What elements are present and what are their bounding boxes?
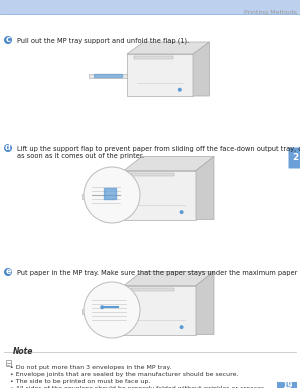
FancyBboxPatch shape — [131, 288, 174, 291]
FancyBboxPatch shape — [277, 382, 297, 388]
Text: • The side to be printed on must be face up.: • The side to be printed on must be face… — [10, 379, 150, 384]
Polygon shape — [82, 194, 124, 199]
Circle shape — [100, 305, 104, 309]
Polygon shape — [196, 156, 214, 220]
Polygon shape — [103, 188, 116, 199]
FancyBboxPatch shape — [124, 286, 196, 334]
FancyBboxPatch shape — [124, 170, 196, 220]
FancyBboxPatch shape — [127, 54, 193, 96]
FancyBboxPatch shape — [131, 173, 174, 176]
FancyBboxPatch shape — [289, 147, 300, 168]
Polygon shape — [88, 194, 118, 197]
Text: Printing Methods: Printing Methods — [244, 10, 297, 15]
FancyBboxPatch shape — [6, 360, 11, 366]
Circle shape — [84, 167, 140, 223]
Polygon shape — [88, 74, 127, 78]
Text: e: e — [5, 267, 11, 277]
Circle shape — [180, 210, 184, 214]
Circle shape — [4, 268, 12, 276]
Text: Put paper in the MP tray. Make sure that the paper stays under the maximum paper: Put paper in the MP tray. Make sure that… — [17, 270, 300, 277]
FancyBboxPatch shape — [134, 56, 173, 59]
Text: Note: Note — [13, 347, 33, 356]
Text: Pull out the MP tray support and unfold the flap (1).: Pull out the MP tray support and unfold … — [17, 38, 189, 45]
Text: d: d — [5, 144, 11, 152]
Polygon shape — [124, 156, 214, 170]
Text: • All sides of the envelope should be properly folded without wrinkles or crease: • All sides of the envelope should be pr… — [10, 386, 266, 388]
Polygon shape — [193, 42, 209, 96]
Polygon shape — [94, 74, 122, 77]
FancyBboxPatch shape — [0, 0, 300, 14]
Circle shape — [4, 36, 12, 44]
Text: 2: 2 — [292, 154, 298, 163]
Text: • Envelope joints that are sealed by the manufacturer should be secure.: • Envelope joints that are sealed by the… — [10, 372, 238, 377]
Polygon shape — [124, 272, 214, 286]
Text: c: c — [5, 35, 10, 45]
Polygon shape — [196, 272, 214, 334]
Text: Lift up the support flap to prevent paper from sliding off the face-down output : Lift up the support flap to prevent pape… — [17, 146, 300, 152]
Circle shape — [180, 325, 184, 329]
Circle shape — [84, 282, 140, 338]
Text: as soon as it comes out of the printer.: as soon as it comes out of the printer. — [17, 153, 144, 159]
Polygon shape — [127, 42, 209, 54]
Text: 19: 19 — [282, 381, 292, 388]
Text: • Do not put more than 3 envelopes in the MP tray.: • Do not put more than 3 envelopes in th… — [10, 365, 171, 370]
Polygon shape — [82, 308, 124, 314]
Circle shape — [4, 144, 12, 152]
Polygon shape — [88, 309, 118, 312]
Circle shape — [178, 88, 182, 92]
